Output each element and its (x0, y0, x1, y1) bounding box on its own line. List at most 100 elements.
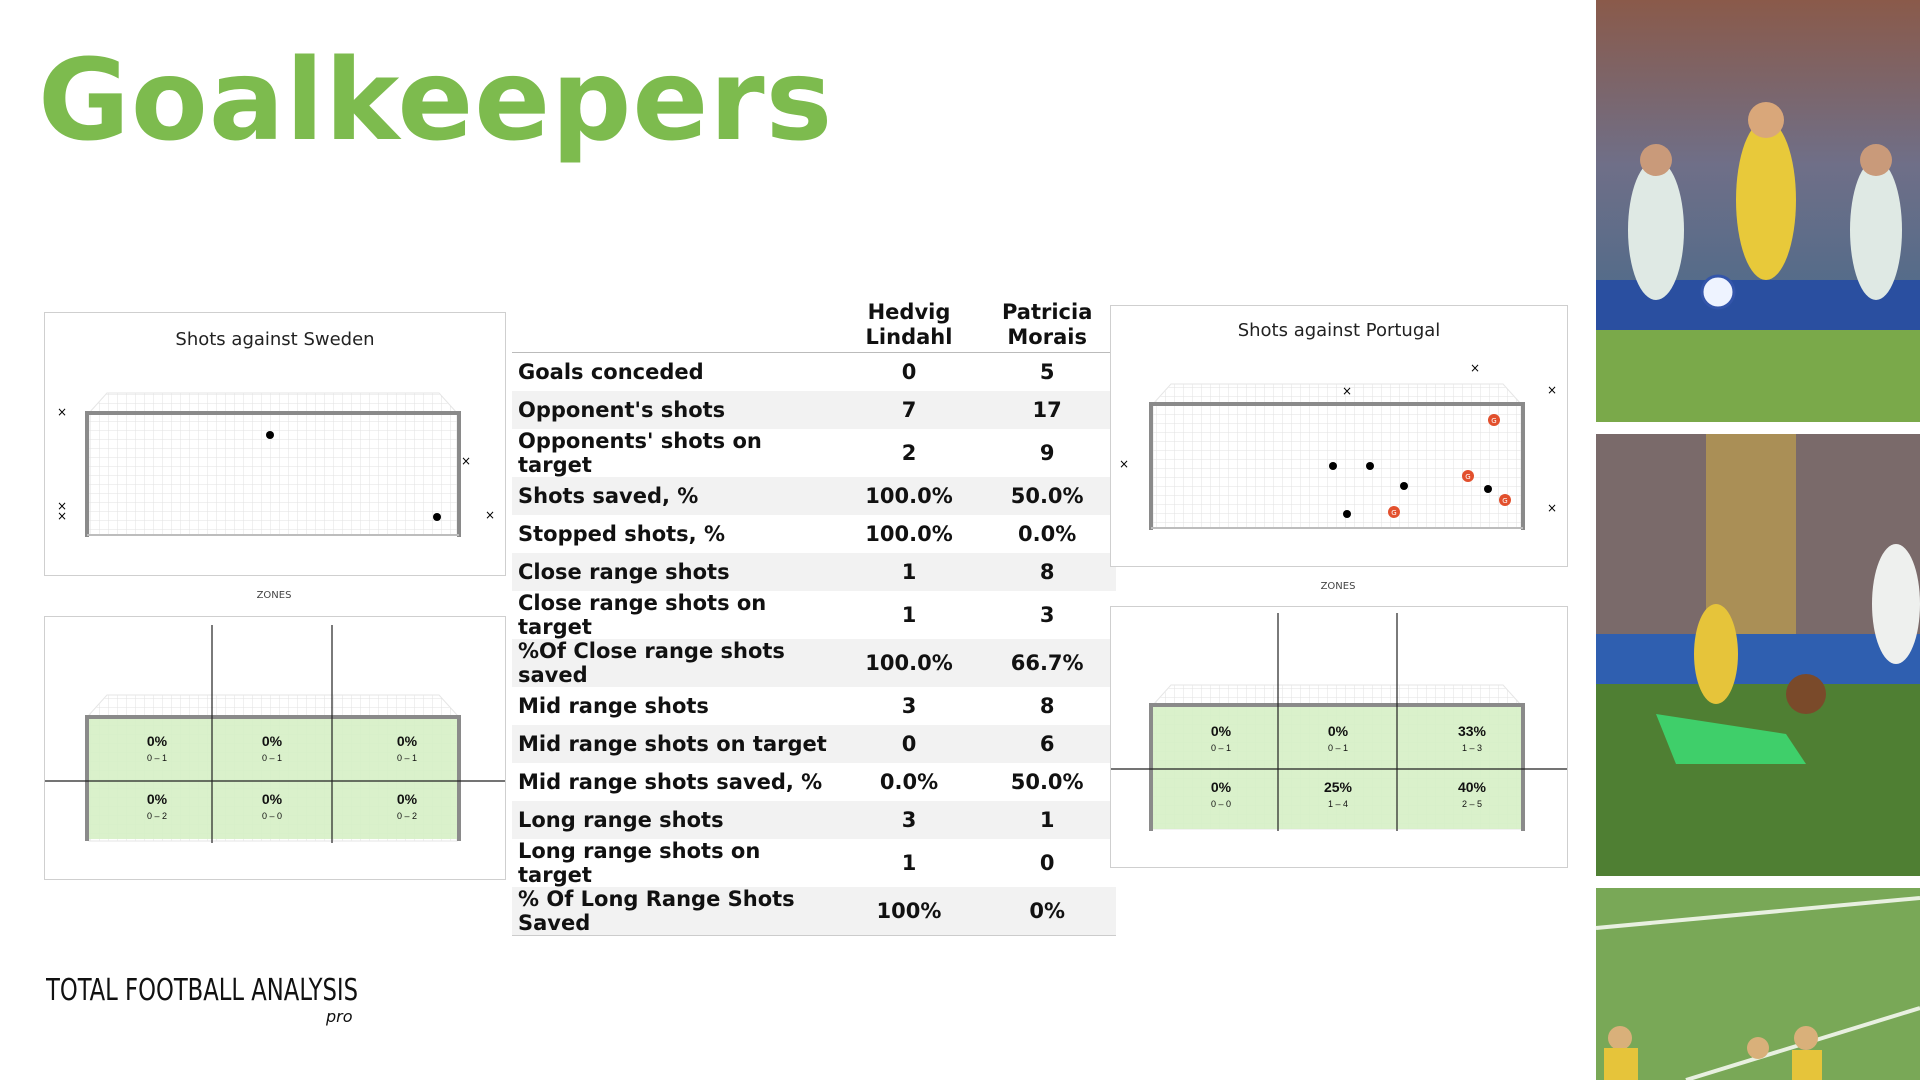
shot-miss-marker: × (1547, 501, 1557, 515)
table-row: Mid range shots saved, % 0.0% 50.0% (512, 763, 1116, 801)
zone-cell: 0% 0 – 1 (396, 733, 418, 763)
shot-miss-marker: × (1470, 361, 1480, 375)
zone-cell: 0% 0 – 0 (261, 791, 283, 821)
shot-miss-marker: × (57, 405, 67, 419)
stat-value-morais: 66.7% (978, 639, 1116, 687)
stat-value-lindahl: 100.0% (839, 639, 979, 687)
svg-text:G: G (1391, 509, 1396, 517)
stat-value-lindahl: 3 (839, 801, 979, 839)
goal-marker: G (1499, 494, 1511, 506)
svg-text:TOTAL FOOTBALL ANALYSIS: TOTAL FOOTBALL ANALYSIS (46, 973, 358, 1008)
shot-dot (1484, 485, 1492, 493)
table-row: Mid range shots on target 0 6 (512, 725, 1116, 763)
shot-miss-marker: × (1547, 383, 1557, 397)
zone-cell: 0% 0 – 1 (146, 733, 168, 763)
shot-dot (433, 513, 441, 521)
stat-value-morais: 0% (978, 887, 1116, 936)
zone-cell: 33% 1 – 3 (1457, 723, 1487, 753)
svg-text:G: G (1502, 497, 1507, 505)
stat-value-morais: 50.0% (1010, 770, 1084, 794)
zone-cell: 0% 0 – 0 (1210, 779, 1232, 809)
stat-value-lindahl: 0 (901, 360, 917, 384)
stat-value-morais: 9 (1039, 441, 1055, 465)
match-photo-3 (1596, 888, 1920, 1080)
svg-text:G: G (1465, 473, 1470, 481)
table-row: Opponents' shots on target 2 9 (512, 429, 1116, 477)
stat-value-lindahl: 7 (839, 391, 979, 429)
zone-cell: 0% 0 – 2 (146, 791, 168, 821)
table-row: %Of Close range shots saved 100.0% 66.7% (512, 639, 1116, 687)
shot-miss-marker: × (1342, 384, 1352, 398)
total-football-analysis-logo: TOTAL FOOTBALL ANALYSIS pro (46, 973, 358, 1026)
table-row: Stopped shots, % 100.0% 0.0% (512, 515, 1116, 553)
column-header-morais: Patricia Morais (978, 296, 1116, 353)
stat-value-lindahl: 100.0% (865, 522, 953, 546)
zones-map-portugal: 0% 0 – 1 0% 0 – 1 33% 1 – 3 0% 0 – 0 25% 1 – … (1110, 606, 1568, 868)
stat-label: Mid range shots on target (512, 725, 840, 763)
svg-text:G: G (1491, 417, 1496, 425)
stat-value-lindahl: 1 (901, 851, 917, 875)
stat-value-morais: 0.0% (1018, 522, 1077, 546)
zone-cell: 0% 0 – 1 (1327, 723, 1349, 753)
shot-miss-marker: × (1119, 457, 1129, 471)
zone-cell: 25% 1 – 4 (1323, 779, 1353, 809)
stat-value-lindahl: 100% (839, 887, 979, 936)
stat-label: Stopped shots, % (518, 522, 725, 546)
stat-label: % Of Long Range Shots Saved (512, 887, 840, 936)
table-row: Close range shots on target 1 3 (512, 591, 1116, 639)
shot-map-caption: Shots against Portugal (1237, 320, 1441, 341)
stat-value-lindahl: 0 (839, 725, 979, 763)
goal-marker: G (1388, 506, 1400, 518)
stat-label: Long range shots on target (518, 839, 761, 887)
zones-label: ZONES (256, 590, 292, 601)
match-photo-1 (1596, 0, 1920, 422)
table-row: % Of Long Range Shots Saved 100% 0% (512, 887, 1116, 936)
table-row: Goals conceded 0 5 (512, 353, 1116, 392)
stat-value-morais: 5 (1039, 360, 1055, 384)
stat-value-lindahl: 3 (901, 694, 917, 718)
zone-cell: 0% 0 – 1 (261, 733, 283, 763)
stat-label: Mid range shots saved, % (518, 770, 823, 794)
stat-value-morais: 1 (978, 801, 1116, 839)
stat-value-morais: 8 (1039, 694, 1055, 718)
column-header-lindahl: Hedvig Lindahl (839, 296, 979, 353)
stat-value-lindahl: 1 (839, 553, 979, 591)
stat-label: Long range shots (512, 801, 840, 839)
stat-label: Mid range shots (518, 694, 709, 718)
stat-value-lindahl: 100.0% (839, 477, 979, 515)
table-row: Close range shots 1 8 (512, 553, 1116, 591)
table-header-row: Hedvig Lindahl Patricia Morais (512, 296, 1116, 353)
stat-value-lindahl: 1 (901, 603, 917, 627)
stat-label: Opponents' shots on target (518, 429, 762, 477)
zone-cell: 0% 0 – 2 (396, 791, 418, 821)
table-row: Opponent's shots 7 17 (512, 391, 1116, 429)
stat-label: Goals conceded (518, 360, 704, 384)
match-photo-2 (1596, 434, 1920, 876)
goal-marker: G (1462, 470, 1474, 482)
stat-value-morais: 17 (978, 391, 1116, 429)
shot-miss-marker: × (461, 454, 471, 468)
shot-miss-marker: × (485, 508, 495, 522)
stat-label: %Of Close range shots saved (512, 639, 840, 687)
stat-value-lindahl: 0.0% (879, 770, 939, 794)
stat-label: Close range shots on target (518, 591, 767, 639)
zones-label: ZONES (1320, 581, 1356, 592)
shot-dot (1400, 482, 1408, 490)
zones-map-sweden: 0% 0 – 1 0% 0 – 1 0% 0 – 1 0% 0 – 2 0% 0 – 0 … (44, 616, 506, 880)
svg-text:pro: pro (325, 1007, 353, 1026)
stat-value-lindahl: 2 (901, 441, 917, 465)
shot-dot (266, 431, 274, 439)
shot-map-caption: Shots against Sweden (175, 329, 375, 350)
shot-dot (1366, 462, 1374, 470)
shot-dot (1343, 510, 1351, 518)
stat-value-morais: 50.0% (978, 477, 1116, 515)
shot-map-portugal: Shots against Portugal G G G G × × × × × (1110, 305, 1568, 567)
stat-label: Opponent's shots (512, 391, 840, 429)
stat-value-morais: 3 (1039, 603, 1055, 627)
stat-value-morais: 6 (978, 725, 1116, 763)
shot-dot (1329, 462, 1337, 470)
table-row: Long range shots 3 1 (512, 801, 1116, 839)
zone-cell: 40% 2 – 5 (1457, 779, 1487, 809)
table-row: Shots saved, % 100.0% 50.0% (512, 477, 1116, 515)
goalkeeper-stats-table: Hedvig Lindahl Patricia Morais Goals con… (512, 296, 1116, 936)
